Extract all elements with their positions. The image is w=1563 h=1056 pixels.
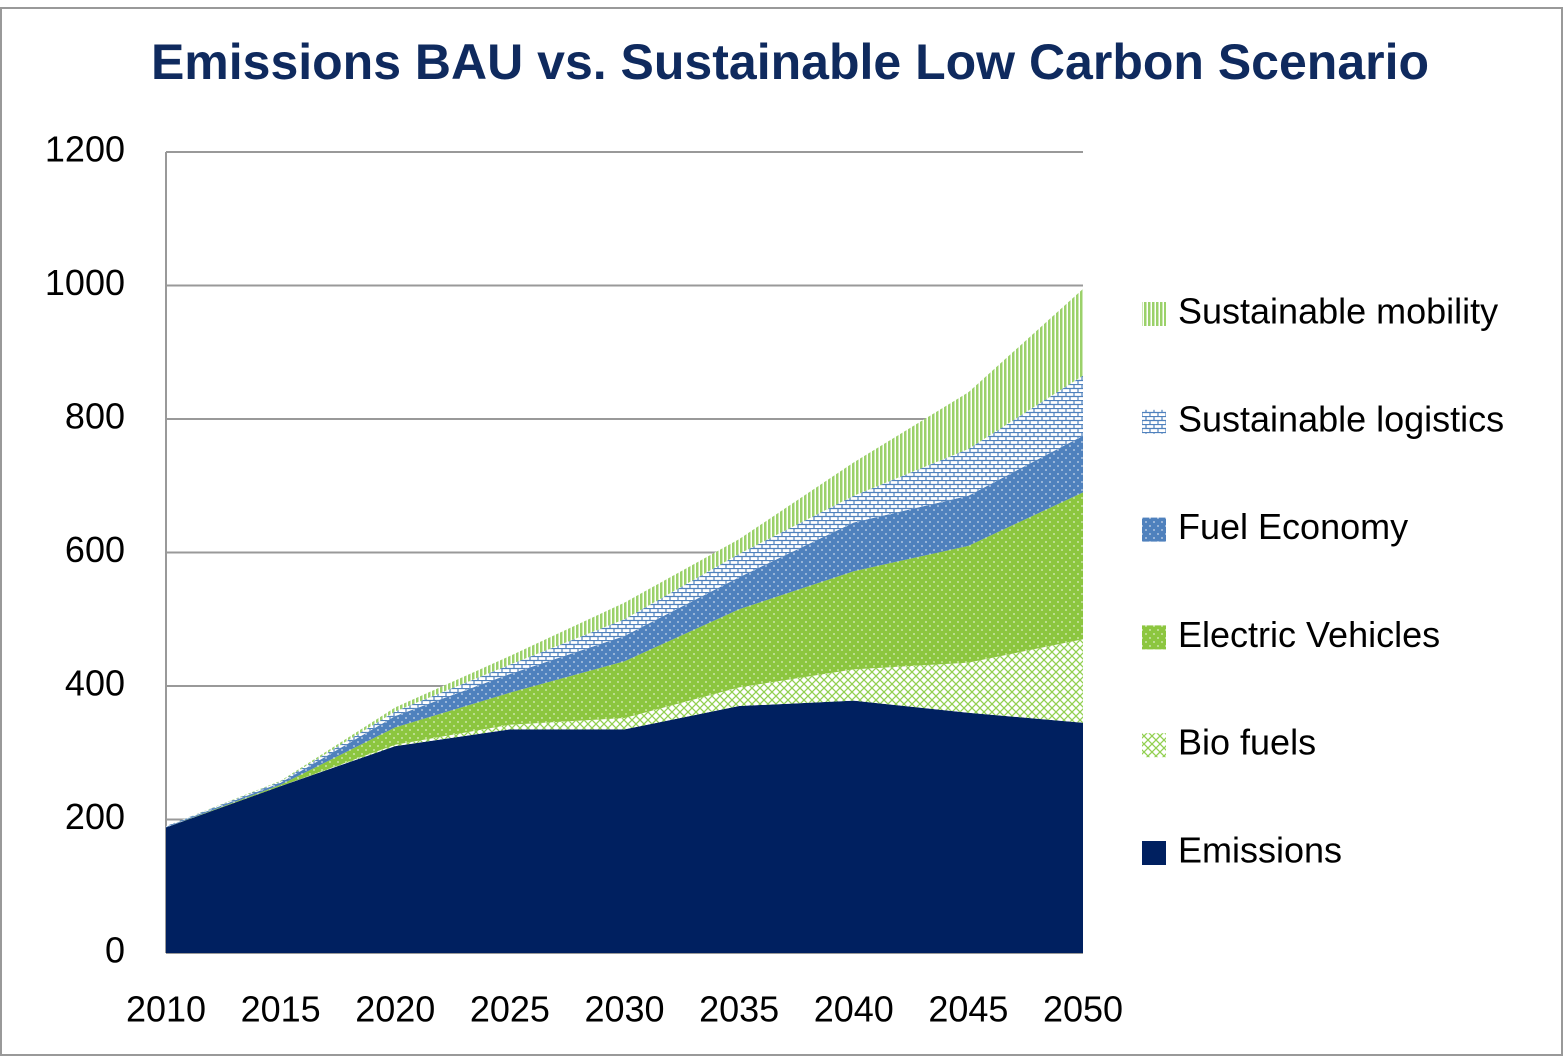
legend-label: Bio fuels xyxy=(1178,722,1316,763)
y-tick-label: 400 xyxy=(65,663,125,704)
area xyxy=(166,700,1083,953)
x-tick-label: 2040 xyxy=(814,989,894,1030)
y-tick-label: 200 xyxy=(65,796,125,837)
legend-label: Emissions xyxy=(1178,830,1342,871)
legend-label: Sustainable logistics xyxy=(1178,398,1504,439)
x-tick-label: 2015 xyxy=(241,989,321,1030)
y-tick-label: 800 xyxy=(65,396,125,437)
x-tick-label: 2045 xyxy=(928,989,1008,1030)
y-tick-label: 1200 xyxy=(45,129,125,170)
legend-swatch xyxy=(1142,841,1166,865)
chart-title: Emissions BAU vs. Sustainable Low Carbon… xyxy=(151,34,1429,90)
x-tick-label: 2035 xyxy=(699,989,779,1030)
legend-label: Sustainable mobility xyxy=(1178,291,1498,332)
legend-swatch xyxy=(1142,625,1166,650)
area xyxy=(166,435,1083,828)
x-tick-label: 2020 xyxy=(355,989,435,1030)
area xyxy=(166,492,1083,828)
legend-swatch xyxy=(1142,409,1166,434)
y-tick-label: 1000 xyxy=(45,262,125,303)
area xyxy=(166,639,1083,828)
x-tick-label: 2010 xyxy=(126,989,206,1030)
legend-swatch xyxy=(1142,733,1166,758)
area xyxy=(166,375,1083,827)
legend-label: Fuel Economy xyxy=(1178,506,1408,547)
x-tick-label: 2025 xyxy=(470,989,550,1030)
y-tick-label: 600 xyxy=(65,529,125,570)
legend-label: Electric Vehicles xyxy=(1178,614,1440,655)
legend-swatch xyxy=(1142,517,1166,542)
x-tick-label: 2050 xyxy=(1043,989,1123,1030)
legend-swatch xyxy=(1142,302,1166,326)
x-tick-label: 2030 xyxy=(584,989,664,1030)
y-tick-label: 0 xyxy=(105,930,125,971)
